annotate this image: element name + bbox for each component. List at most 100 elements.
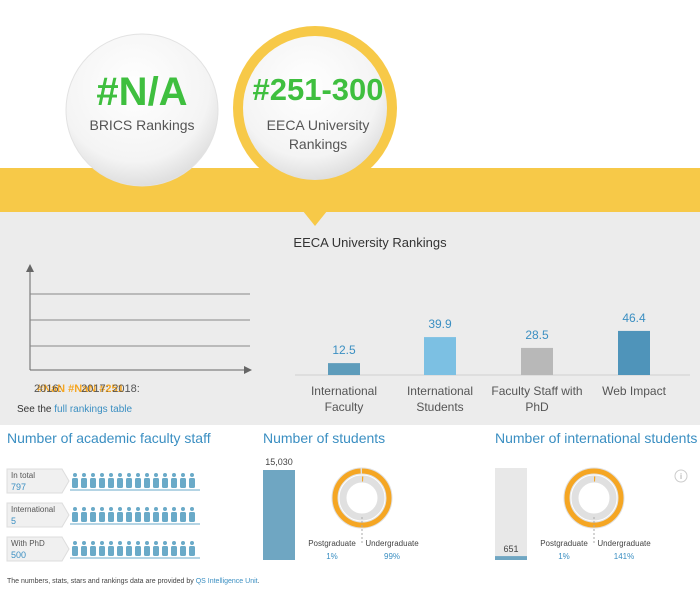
link[interactable]: QS Intelligence Unit (195, 578, 258, 585)
value-label: 651 (503, 544, 519, 554)
row-label: With PhD (11, 539, 45, 548)
ring-arc (572, 476, 616, 520)
person-icon (172, 507, 176, 511)
person-icon (180, 478, 186, 488)
badge-value: #N/A (96, 70, 188, 114)
legend-label: Undergraduate (597, 539, 651, 548)
value-label: 15,030 (265, 457, 293, 467)
bar (263, 470, 295, 560)
legend-value: 141% (613, 552, 635, 561)
person-icon (153, 512, 159, 522)
person-icon (181, 473, 185, 477)
person-icon (145, 507, 149, 511)
person-icon (117, 546, 123, 556)
person-icon (181, 541, 185, 545)
info-glyph: i (680, 472, 682, 481)
ring-arc (340, 476, 384, 520)
row-value: 797 (11, 482, 27, 492)
year: 2018: (112, 383, 140, 395)
person-icon (118, 541, 122, 545)
text: The numbers, stats, stars and rankings d… (7, 578, 194, 585)
bar (328, 363, 360, 375)
person-icon (90, 478, 96, 488)
link[interactable]: full rankings table (54, 404, 133, 415)
person-icon (153, 478, 159, 488)
person-icon (172, 541, 176, 545)
person-icon (144, 478, 150, 488)
person-icon (81, 478, 87, 488)
bar-track (495, 468, 527, 560)
person-icon (82, 541, 86, 545)
person-icon (108, 546, 114, 556)
value-label: 46.4 (622, 310, 646, 325)
badge-pointer (282, 185, 348, 226)
person-icon (73, 507, 77, 511)
person-icon (72, 512, 78, 522)
ring-track (339, 475, 385, 521)
person-icon (189, 478, 195, 488)
label-box (6, 468, 70, 494)
category-label: International Faculty (310, 384, 378, 414)
legend-label: Postgraduate (540, 539, 588, 548)
person-icon (171, 512, 177, 522)
person-icon (126, 546, 132, 556)
row-value: 500 (11, 550, 27, 560)
badge-circle (65, 33, 219, 187)
person-icon (127, 507, 131, 511)
person-icon (163, 473, 167, 477)
person-icon (136, 473, 140, 477)
person-icon (135, 546, 141, 556)
person-icon (189, 512, 195, 522)
bar (521, 347, 553, 375)
person-icon (109, 541, 113, 545)
person-icon (135, 512, 141, 522)
person-icon (162, 478, 168, 488)
person-icon (154, 507, 158, 511)
history: 2016: #NaN 2017: #NaN 2018: #251 (34, 383, 140, 395)
person-icon (136, 507, 140, 511)
value-label: 39.9 (428, 317, 452, 332)
person-icon (153, 546, 159, 556)
person-icon (144, 546, 150, 556)
person-icon (190, 541, 194, 545)
person-icon (109, 507, 113, 511)
footer: The numbers, stats, stars and rankings d… (7, 578, 260, 585)
grey-panel (0, 212, 700, 425)
person-icon (73, 473, 77, 477)
person-icon (172, 473, 176, 477)
person-icon (154, 473, 158, 477)
person-icon (127, 473, 131, 477)
person-icon (118, 473, 122, 477)
person-icon (190, 507, 194, 511)
year: 2017: (81, 383, 109, 395)
rank: #NaN (37, 383, 66, 395)
year: 2016: (34, 383, 62, 395)
category-label: International Students (406, 384, 474, 414)
rank: #251 (99, 383, 124, 395)
person-icon (162, 512, 168, 522)
person-icon (100, 507, 104, 511)
person-icon (127, 541, 131, 545)
person-icon (180, 546, 186, 556)
chart-title: EECA University Rankings (293, 235, 447, 250)
person-icon (117, 512, 123, 522)
person-icon (81, 512, 87, 522)
person-icon (189, 546, 195, 556)
row-label: In total (11, 471, 36, 480)
row-label: International (11, 505, 56, 514)
person-icon (100, 541, 104, 545)
bar (618, 330, 650, 375)
section-title: Number of academic faculty staff (7, 430, 211, 446)
label-box (6, 502, 70, 528)
row-value: 5 (11, 516, 17, 526)
rank: #NaN (68, 383, 97, 395)
link-line: See the full rankings table (17, 404, 132, 415)
person-icon (100, 473, 104, 477)
info-icon[interactable] (674, 469, 688, 483)
person-icon (99, 512, 105, 522)
person-icon (126, 512, 132, 522)
person-icon (90, 512, 96, 522)
person-icon (91, 507, 95, 511)
